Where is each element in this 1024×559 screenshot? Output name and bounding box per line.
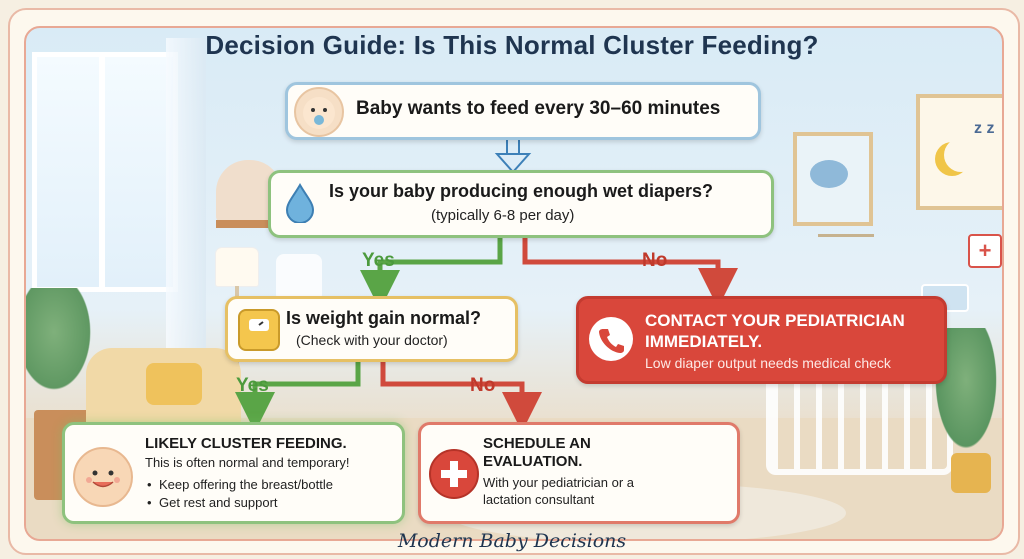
question-weight-gain: Is weight gain normal? (Check with your …: [225, 296, 518, 362]
crib-mobile: [818, 234, 874, 273]
q1-subtext: (typically 6-8 per day): [431, 207, 575, 224]
q2-no-label: No: [470, 375, 496, 396]
q2-yes-label: Yes: [236, 375, 269, 396]
window: [32, 52, 178, 292]
list-item: Get rest and support: [145, 494, 395, 512]
floor-lamp-shade: [216, 248, 258, 286]
q1-text: Is your baby producing enough wet diaper…: [329, 181, 714, 201]
likely-subtext: This is often normal and temporary!: [145, 455, 350, 470]
water-drop-icon: [285, 183, 315, 228]
down-arrow-start: [494, 135, 532, 174]
arrow-q2-no: [380, 360, 542, 432]
arrow-q1-yes: [360, 234, 503, 310]
medical-cross-icon: [429, 449, 479, 499]
likely-bullets: Keep offering the breast/bottle Get rest…: [145, 476, 395, 512]
outcome-contact-pediatrician: CONTACT YOUR PEDIATRICIAN IMMEDIATELY. L…: [576, 296, 947, 384]
plant-pot: [951, 453, 991, 493]
scale-icon: [238, 309, 280, 351]
contact-title-2: IMMEDIATELY.: [645, 332, 763, 351]
question-wet-diapers: Is your baby producing enough wet diaper…: [268, 170, 774, 238]
shelf: [216, 220, 306, 228]
brand-footer: Modern Baby Decisions: [397, 530, 627, 552]
start-node: Baby wants to feed every 30–60 minutes: [285, 82, 761, 140]
smiling-baby-icon: [73, 447, 133, 507]
cushion: [146, 363, 202, 405]
moon-picture-frame: [916, 94, 1002, 210]
schedule-title-1: SCHEDULE AN: [483, 435, 591, 452]
arrow-q1-no: [522, 234, 738, 308]
zzz-icon: z z: [974, 120, 995, 137]
contact-subtext: Low diaper output needs medical check: [645, 355, 891, 371]
q2-text: Is weight gain normal?: [286, 308, 482, 328]
start-text: Baby wants to feed every 30–60 minutes: [356, 98, 721, 119]
plant-left: [26, 288, 96, 398]
medical-sign-icon: +: [968, 234, 1002, 268]
curtain: [166, 38, 206, 398]
q1-yes-label: Yes: [362, 250, 395, 271]
q1-no-label: No: [642, 250, 668, 271]
outcome-likely-cluster-feeding: LIKELY CLUSTER FEEDING. This is often no…: [62, 422, 405, 524]
page-title: Decision Guide: Is This Normal Cluster F…: [205, 30, 819, 60]
schedule-sub-1: With your pediatrician or a: [483, 475, 635, 490]
q2-subtext: (Check with your doctor): [296, 332, 448, 348]
likely-title: LIKELY CLUSTER FEEDING.: [145, 435, 347, 452]
arrow-q2-yes: [235, 360, 361, 432]
schedule-title-2: EVALUATION.: [483, 453, 583, 470]
baby-pacifier-icon: [294, 87, 344, 137]
list-item: Keep offering the breast/bottle: [145, 476, 395, 494]
baby-picture-icon: [810, 160, 848, 188]
schedule-sub-2: lactation consultant: [483, 492, 595, 507]
onesie-illustration: [276, 254, 322, 302]
outcome-schedule-evaluation: SCHEDULE AN EVALUATION. With your pediat…: [418, 422, 740, 524]
contact-title-1: CONTACT YOUR PEDIATRICIAN: [645, 311, 905, 330]
phone-icon: [589, 317, 633, 361]
